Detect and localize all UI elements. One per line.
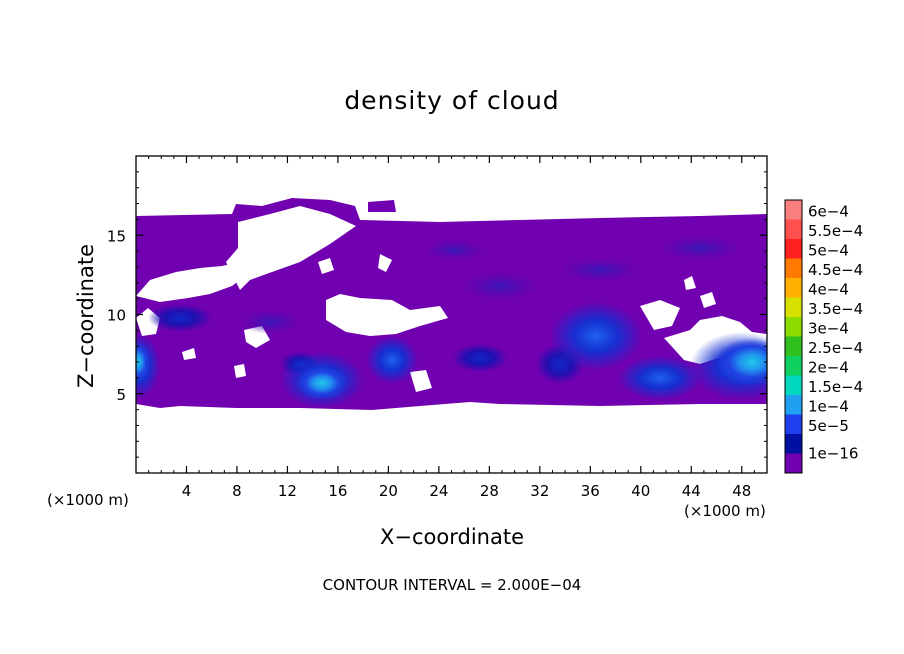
x-tick-label: 24 — [429, 482, 448, 500]
y-axis-label: Z−coordinate — [74, 244, 98, 388]
colorbar-swatch — [785, 375, 802, 396]
chart-title: density of cloud — [344, 86, 560, 115]
colorbar-label: 2e−4 — [808, 359, 849, 377]
colorbar-swatch — [785, 395, 802, 415]
colorbar-label: 5e−5 — [808, 417, 849, 435]
y-tick-label: 5 — [116, 386, 126, 404]
x-tick-label: 20 — [379, 482, 398, 500]
contour-interval-note: CONTOUR INTERVAL = 2.000E−04 — [322, 576, 582, 594]
colorbar-swatch — [785, 414, 802, 435]
x-tick-label: 8 — [232, 482, 242, 500]
x-tick-label: 44 — [682, 482, 701, 500]
colorbar-swatch — [785, 356, 802, 376]
axis-unit-left: (×1000 m) — [47, 491, 129, 509]
colorbar-swatch — [785, 258, 802, 279]
colorbar-swatch — [785, 453, 802, 474]
colorbar-swatch — [785, 317, 802, 337]
colorbar-frame — [784, 199, 803, 474]
cloud-fragment — [368, 200, 396, 212]
y-axis-ticks: 5 10 15 — [107, 171, 767, 458]
colorbar-swatch — [785, 219, 802, 240]
x-tick-label: 12 — [278, 482, 297, 500]
x-tick-label: 28 — [480, 482, 499, 500]
colorbar-swatch — [785, 434, 802, 454]
colorbar-label: 4.5e−4 — [808, 261, 863, 279]
colorbar-label: 4e−4 — [808, 281, 849, 299]
y-tick-label: 10 — [107, 307, 126, 325]
colorbar-label: 1e−4 — [808, 398, 849, 416]
y-tick-label: 15 — [107, 227, 126, 245]
colorbar-label: 3.5e−4 — [808, 300, 863, 318]
colorbar-swatch — [785, 278, 802, 298]
x-tick-label: 48 — [732, 482, 751, 500]
colorbar-label: 5e−4 — [808, 242, 849, 260]
x-axis-ticks: 4 8 12 16 20 24 28 32 36 40 44 48 — [148, 156, 755, 500]
cloud-cores — [136, 236, 767, 408]
x-tick-label: 32 — [530, 482, 549, 500]
x-tick-label: 16 — [328, 482, 347, 500]
colorbar-label: 2.5e−4 — [808, 339, 863, 357]
colorbar: 6e−45.5e−4 5e−44.5e−4 4e−43.5e−4 3e−42.5e−4… — [784, 199, 863, 474]
x-tick-label: 4 — [182, 482, 192, 500]
x-tick-label: 36 — [581, 482, 600, 500]
colorbar-label: 1.5e−4 — [808, 378, 863, 396]
colorbar-swatch — [785, 297, 802, 318]
colorbar-swatch — [785, 239, 802, 259]
x-tick-label: 40 — [631, 482, 650, 500]
axis-unit-right: (×1000 m) — [684, 502, 766, 520]
colorbar-label: 5.5e−4 — [808, 222, 863, 240]
colorbar-label: 3e−4 — [808, 320, 849, 338]
colorbar-label: 1e−16 — [808, 445, 858, 463]
cloud-field — [136, 198, 767, 410]
colorbar-swatch — [785, 200, 802, 220]
x-axis-label: X−coordinate — [380, 525, 524, 549]
colorbar-label: 6e−4 — [808, 203, 849, 221]
colorbar-swatch — [785, 336, 802, 357]
